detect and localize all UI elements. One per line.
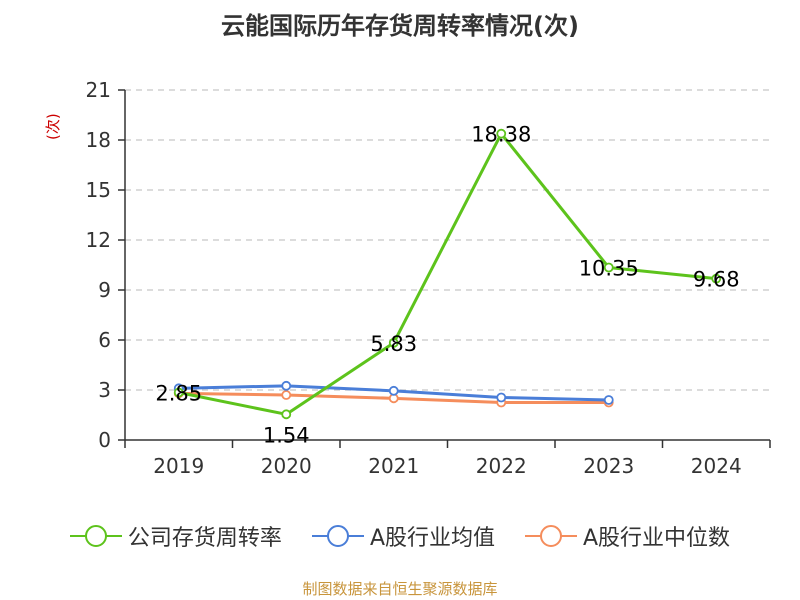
data-point [388, 385, 399, 396]
y-tick-label: 0 [98, 428, 111, 452]
data-label: 10.35 [579, 257, 639, 281]
data-point [281, 380, 292, 391]
legend-item-industry-mean[interactable]: A股行业均值 [311, 520, 495, 552]
y-tick-label: 12 [86, 228, 111, 252]
data-point [603, 395, 614, 405]
x-tick-label: 2021 [368, 454, 419, 478]
x-tick-label: 2023 [583, 454, 634, 478]
x-tick-label: 2024 [691, 454, 742, 478]
legend-label: A股行业均值 [369, 526, 495, 551]
legend-label: 公司存货周转率 [127, 526, 282, 551]
data-point [281, 390, 292, 400]
data-label: 9.68 [693, 268, 740, 292]
data-source-note: 制图数据来自恒生聚源数据库 [302, 580, 498, 598]
legend-marker-icon [311, 525, 364, 547]
data-point [281, 409, 292, 420]
legend-marker-icon [525, 525, 577, 547]
data-point [496, 128, 507, 139]
legend-item-industry-median[interactable]: A股行业中位数 [525, 520, 730, 552]
series-line [178, 132, 717, 416]
data-label: 18.38 [471, 123, 531, 147]
data-point [496, 392, 507, 403]
x-tick-label: 2022 [476, 454, 527, 478]
data-point [173, 387, 184, 398]
y-tick-label: 6 [98, 328, 111, 352]
data-label: 2.85 [155, 382, 202, 406]
data-label: 5.83 [370, 332, 417, 356]
y-tick-label: 9 [98, 278, 111, 302]
legend-item-company[interactable]: 公司存货周转率 [69, 520, 282, 552]
y-tick-label: 18 [86, 128, 111, 152]
y-tick-label: 3 [98, 378, 111, 402]
legend-marker-icon [69, 525, 122, 547]
x-tick-label: 2019 [153, 454, 204, 478]
data-point [711, 273, 722, 284]
legend: 公司存货周转率 A股行业均值 A股行业中位数 [0, 518, 800, 554]
data-point [388, 337, 399, 348]
data-point [603, 262, 614, 273]
legend-label: A股行业中位数 [583, 526, 731, 551]
y-tick-label: 15 [86, 178, 111, 202]
chart-title: 云能国际历年存货周转率情况(次) [221, 12, 579, 40]
y-tick-label: 21 [86, 78, 111, 102]
data-label: 1.54 [263, 423, 310, 447]
x-tick-label: 2020 [261, 454, 312, 478]
